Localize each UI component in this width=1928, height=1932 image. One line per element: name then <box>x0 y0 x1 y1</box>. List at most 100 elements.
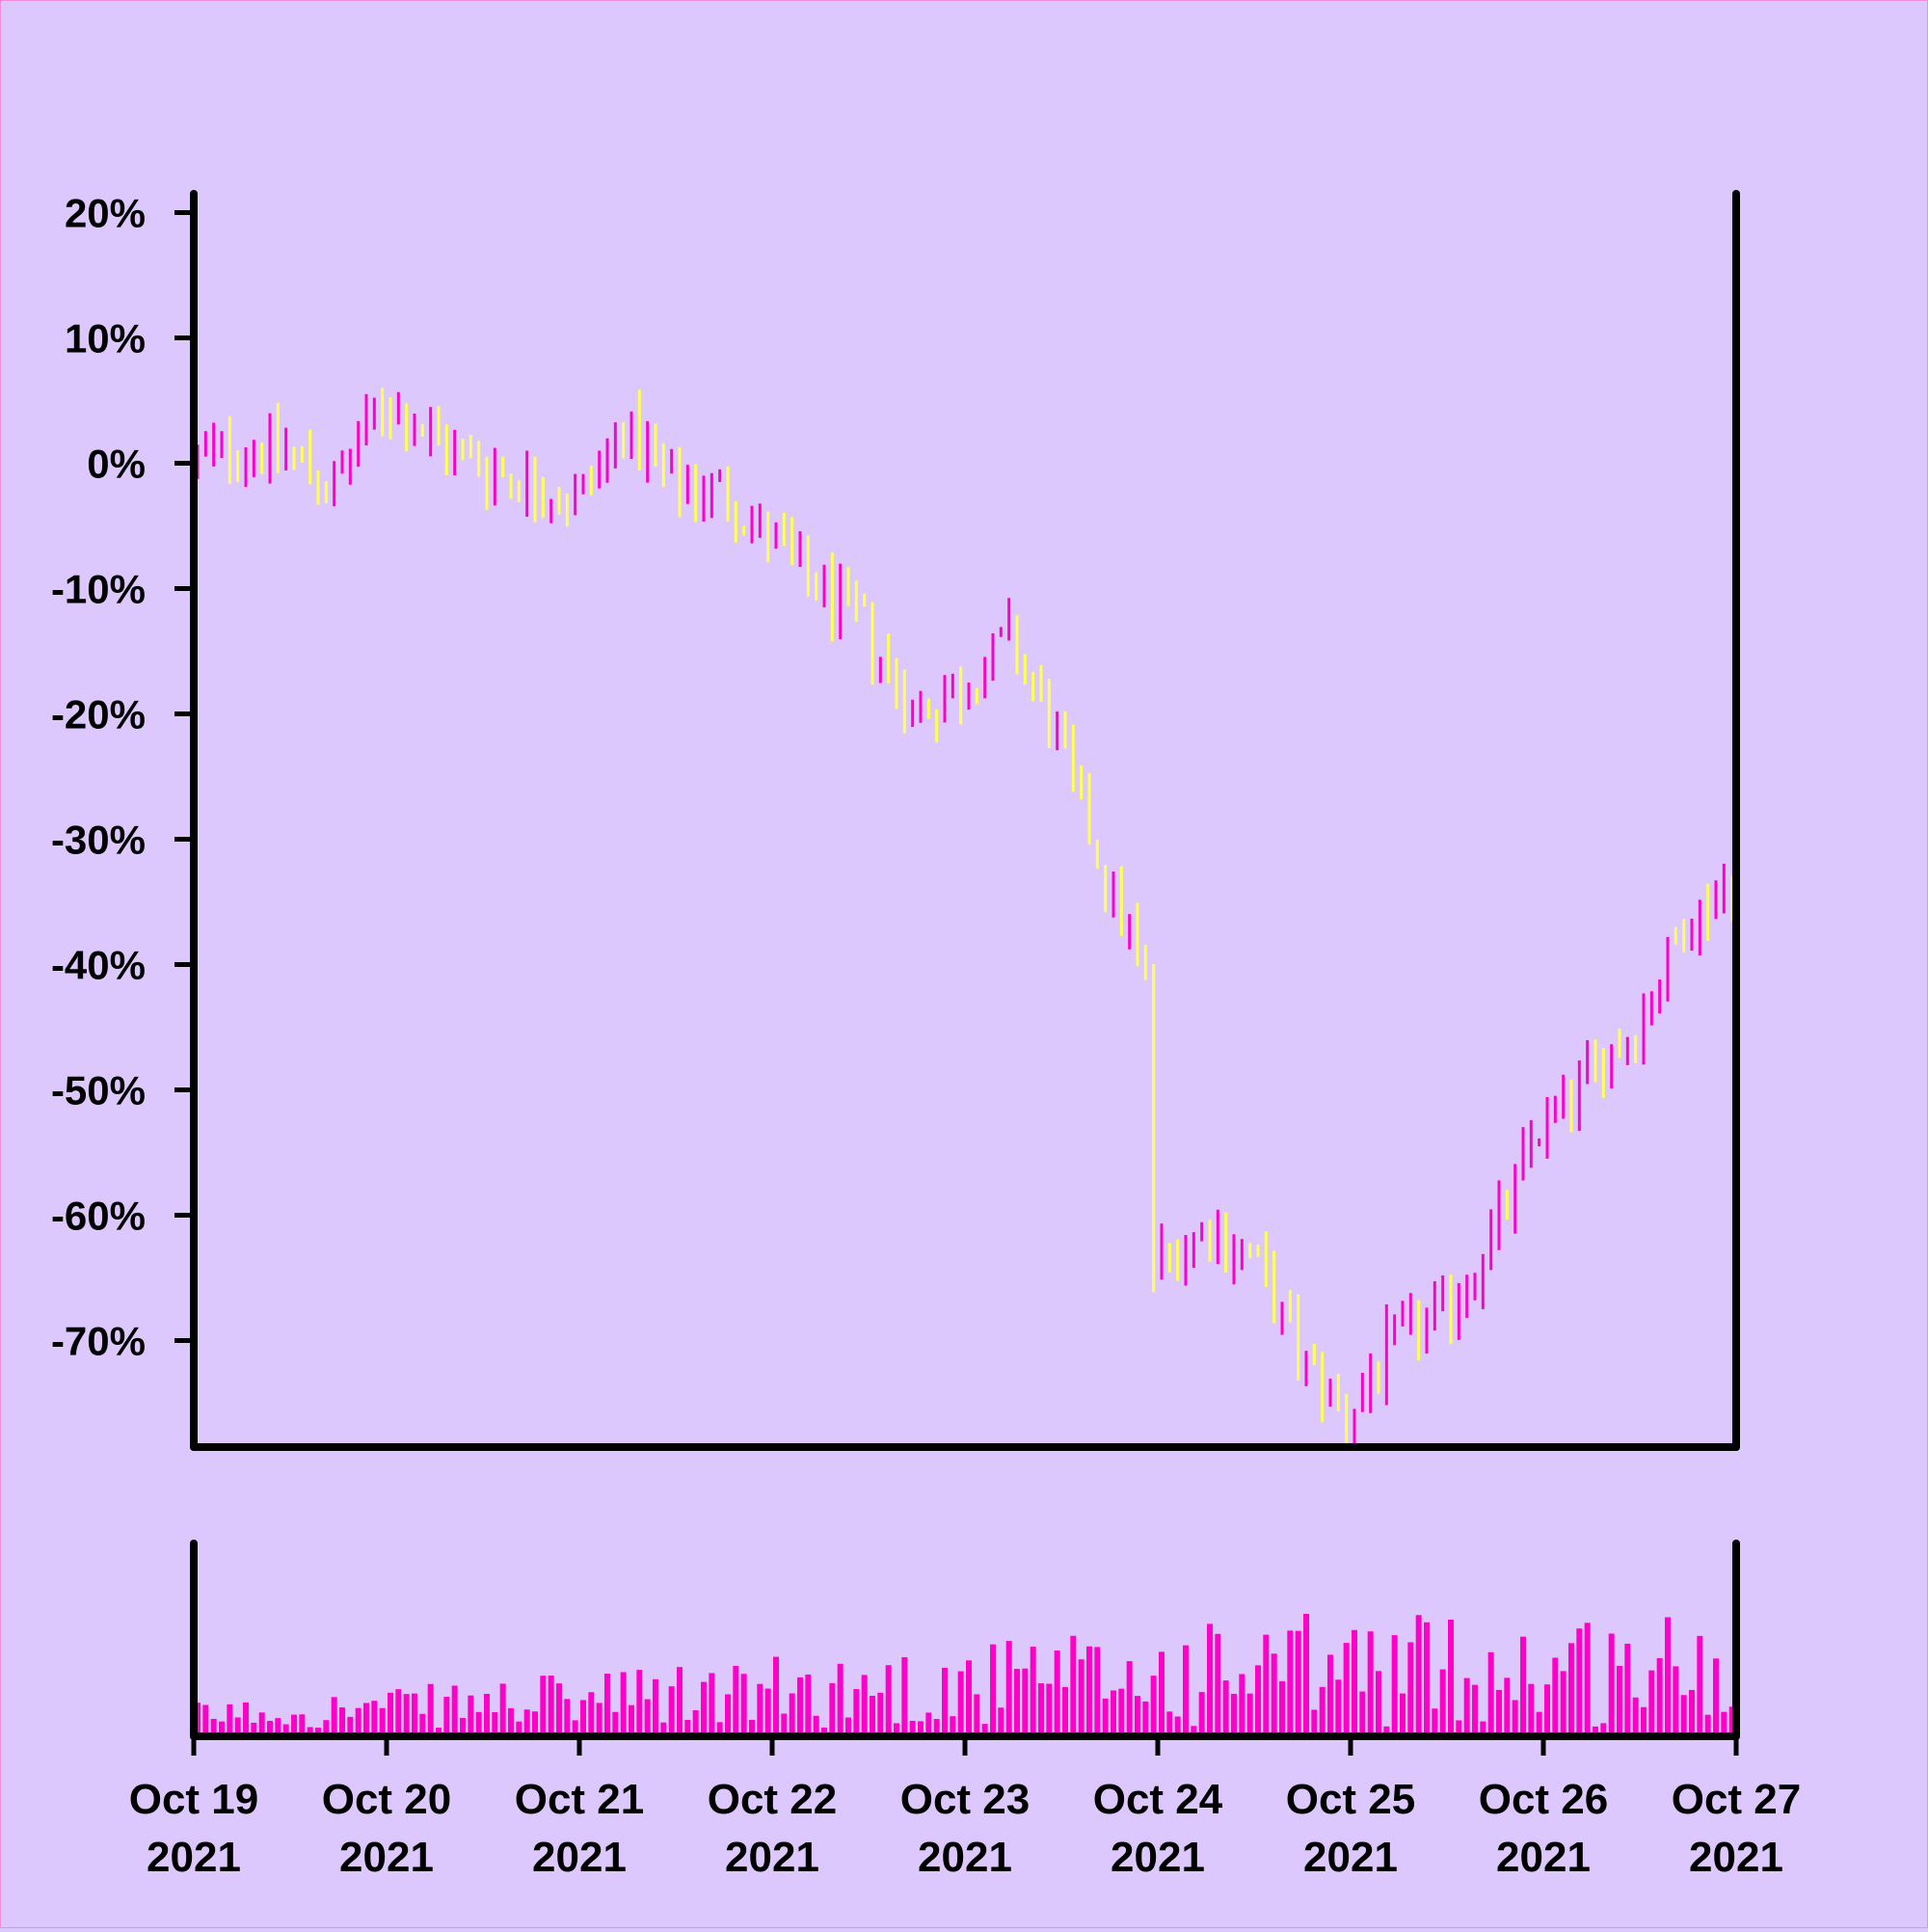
volume-bar <box>363 1703 369 1736</box>
volume-bar <box>701 1681 707 1736</box>
volume-bar <box>347 1716 354 1736</box>
volume-bar <box>1504 1677 1511 1736</box>
x-tick-label-date: Oct 19 <box>129 1776 259 1823</box>
volume-bar <box>1448 1619 1454 1736</box>
x-tick-label-year: 2021 <box>1111 1834 1205 1881</box>
volume-bar <box>1094 1647 1101 1736</box>
volume-bar <box>901 1656 908 1736</box>
volume-bar <box>604 1674 610 1736</box>
volume-bar <box>427 1683 434 1736</box>
volume-bar <box>644 1699 651 1736</box>
volume-bar <box>1400 1693 1406 1736</box>
volume-bar <box>331 1697 337 1736</box>
volume-bar <box>1198 1692 1205 1736</box>
volume-bar <box>1697 1635 1703 1736</box>
volume-bar <box>1207 1623 1213 1736</box>
volume-bar <box>1150 1676 1157 1736</box>
volume-bar <box>1376 1671 1381 1736</box>
volume-bar <box>1231 1694 1237 1736</box>
volume-bar <box>740 1674 747 1736</box>
volume-bar <box>837 1663 844 1736</box>
volume-bar <box>612 1711 619 1736</box>
x-tick-label-year: 2021 <box>725 1834 819 1881</box>
volume-bar <box>660 1722 667 1736</box>
volume-bar <box>894 1723 899 1736</box>
volume-bar <box>315 1728 321 1736</box>
volume-bar <box>957 1671 964 1736</box>
volume-bar <box>460 1717 466 1736</box>
volume-bar <box>1600 1723 1607 1736</box>
volume-bar <box>797 1677 803 1736</box>
volume-bar <box>1222 1680 1229 1736</box>
volume-bar <box>1135 1696 1140 1736</box>
volume-bar <box>1014 1669 1020 1736</box>
volume-bar <box>1359 1691 1366 1736</box>
volume-bar <box>1255 1665 1261 1736</box>
volume-bar <box>749 1719 755 1736</box>
volume-bar <box>1552 1657 1559 1736</box>
volume-bar <box>1022 1668 1029 1736</box>
volume-bar <box>1576 1628 1583 1736</box>
volume-bar <box>1174 1716 1181 1736</box>
volume-bar <box>484 1694 490 1736</box>
volume-bar <box>1544 1684 1550 1736</box>
volume-bar <box>532 1711 538 1736</box>
y-tick-label: 0% <box>87 442 146 487</box>
y-tick-label: 20% <box>65 191 146 236</box>
volume-bar <box>243 1702 249 1736</box>
volume-bar <box>1054 1650 1060 1736</box>
volume-bar <box>829 1682 836 1736</box>
volume-bar <box>1536 1711 1542 1736</box>
volume-bar <box>1704 1714 1711 1736</box>
volume-bar <box>1030 1647 1036 1736</box>
volume-bar <box>210 1718 217 1736</box>
volume-bar <box>371 1701 378 1736</box>
volume-bar <box>282 1724 289 1736</box>
volume-bar <box>251 1722 257 1736</box>
x-tick-label-date: Oct 22 <box>708 1776 838 1823</box>
volume-bar <box>1038 1683 1044 1736</box>
volume-bar <box>355 1707 362 1736</box>
volume-bar <box>1439 1669 1446 1736</box>
volume-bar <box>395 1689 402 1736</box>
volume-bar <box>339 1707 345 1736</box>
volume-bar <box>258 1712 265 1736</box>
volume-bar <box>1487 1651 1494 1736</box>
volume-bar <box>468 1695 474 1736</box>
volume-bar <box>925 1712 932 1736</box>
y-tick-label: -50% <box>51 1068 146 1114</box>
volume-bar <box>403 1694 410 1736</box>
volume-bar <box>1166 1711 1173 1736</box>
volume-bar <box>1391 1635 1398 1736</box>
volume-bar <box>540 1676 547 1736</box>
volume-bar <box>1005 1641 1012 1736</box>
volume-bar <box>757 1683 763 1736</box>
volume-bar <box>861 1675 868 1736</box>
volume-bar <box>1271 1653 1277 1736</box>
y-tick-label: -60% <box>51 1194 146 1239</box>
volume-bar <box>668 1686 675 1736</box>
volume-bar <box>1617 1665 1622 1736</box>
volume-bar <box>379 1707 386 1736</box>
volume-bar <box>1641 1706 1647 1736</box>
x-tick-label-date: Oct 20 <box>322 1776 452 1823</box>
x-tick-label-date: Oct 27 <box>1672 1776 1802 1823</box>
volume-bar <box>725 1694 731 1736</box>
x-tick-label-year: 2021 <box>339 1834 434 1881</box>
volume-bar <box>1432 1708 1438 1736</box>
volume-bar <box>1070 1635 1077 1736</box>
volume-bar <box>1335 1679 1342 1736</box>
volume-bar <box>789 1693 795 1736</box>
volume-bar <box>998 1707 1004 1736</box>
volume-bar <box>227 1704 233 1736</box>
y-tick-label: -30% <box>51 818 146 863</box>
axes <box>190 190 1740 1740</box>
volume-bar <box>1624 1643 1631 1736</box>
volume-bar <box>1496 1689 1502 1736</box>
volume-bar <box>653 1678 658 1736</box>
volume-bar <box>1118 1688 1125 1736</box>
volume-bar <box>307 1727 313 1736</box>
volume-bar <box>1215 1633 1221 1736</box>
volume-bar <box>1383 1726 1390 1736</box>
volume-bar <box>950 1716 956 1736</box>
